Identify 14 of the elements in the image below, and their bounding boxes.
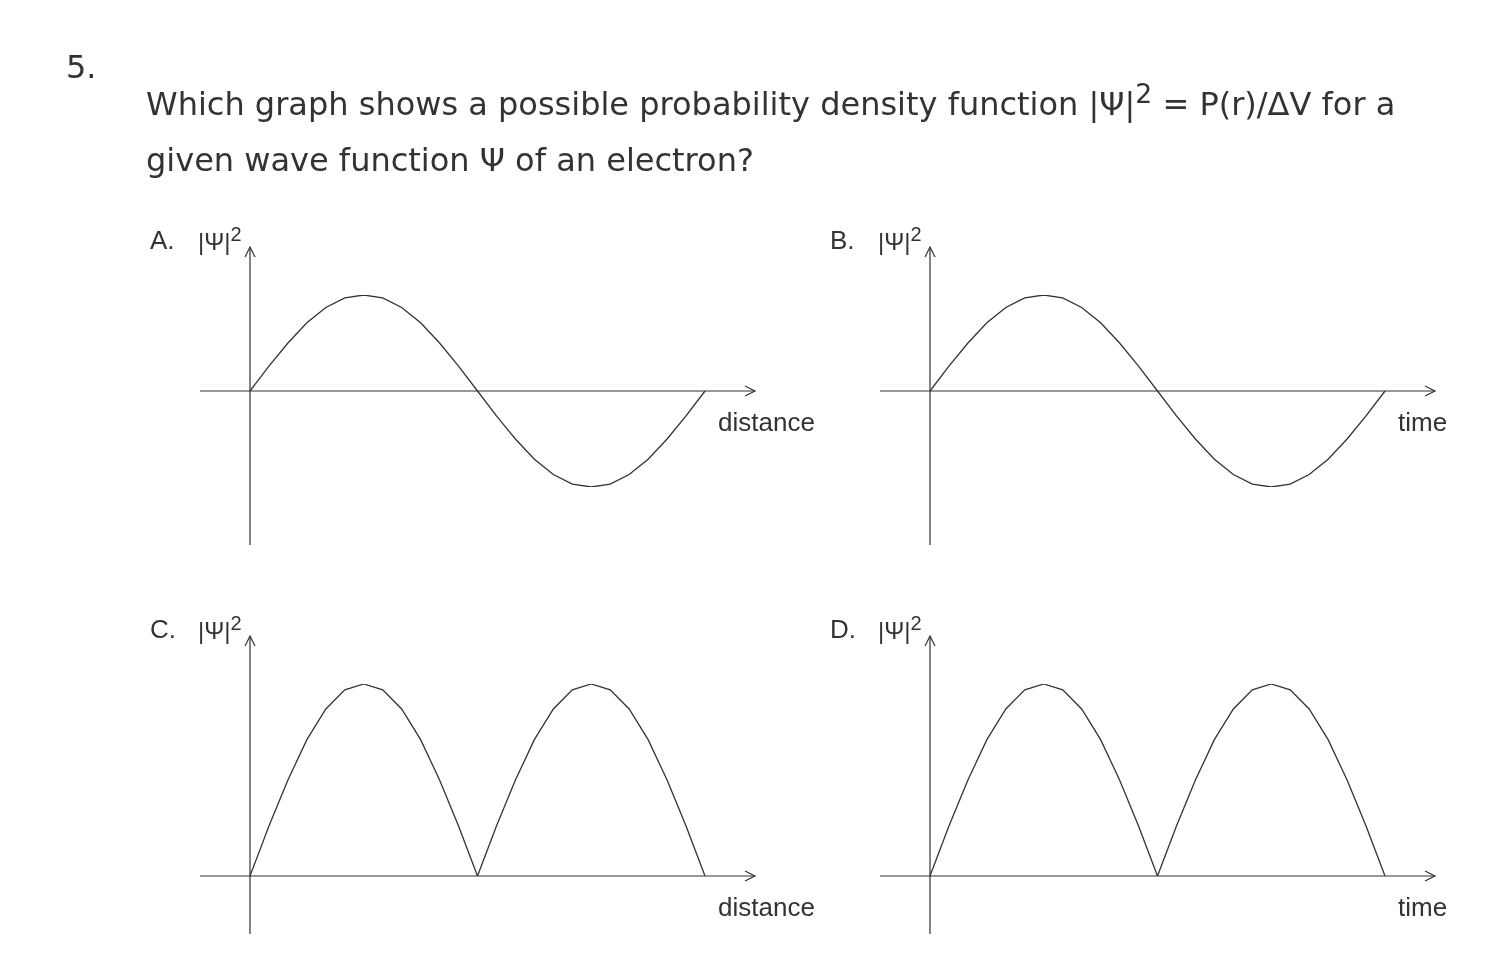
- chart-title: B.: [830, 225, 855, 256]
- x-axis-title: time: [1398, 892, 1448, 923]
- text: 5.: [66, 48, 97, 86]
- y-axis-title: |Ψ|$^{2}$: [198, 223, 242, 256]
- y-axis-title: |Ψ|$^{2}$: [878, 223, 922, 256]
- chart-title: C.: [150, 614, 176, 645]
- y-axis-title: |Ψ|$^{2}$: [878, 612, 922, 645]
- chart-title: A.: [150, 225, 175, 256]
- x-axis-title: distance: [718, 892, 815, 923]
- chart-title: D.: [830, 614, 856, 645]
- x-axis-title: distance: [718, 407, 815, 438]
- text: Which graph shows a possible probability density function |Ψ|$^{2}$ = P(r)/ΔV for a given wave function Ψ of an electron?: [146, 78, 1396, 179]
- x-axis-title: time: [1398, 407, 1448, 438]
- y-axis-title: |Ψ|$^{2}$: [198, 612, 242, 645]
